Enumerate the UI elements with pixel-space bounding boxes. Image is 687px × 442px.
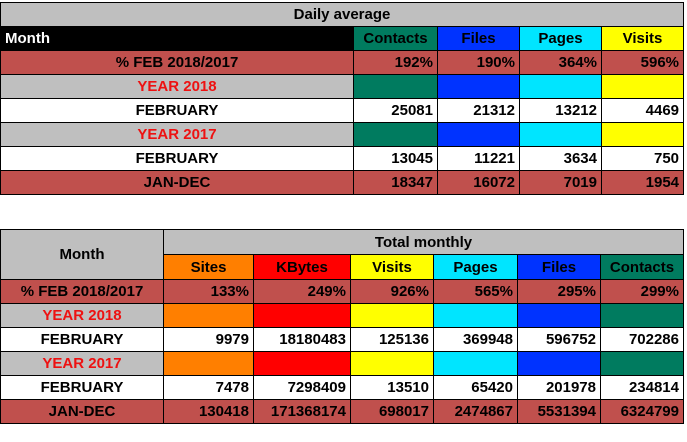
daily-jandec-label: JAN-DEC xyxy=(0,170,354,195)
daily-value-cell: 1954 xyxy=(600,170,685,195)
daily-value-cell: 7019 xyxy=(519,170,602,195)
daily-value-cell: 25081 xyxy=(353,98,438,123)
daily-year-2017-label: YEAR 2017 xyxy=(0,122,354,147)
monthly-value-cell: 7478 xyxy=(163,375,254,400)
daily-value-cell: 21312 xyxy=(437,98,520,123)
monthly-value-cell: 234814 xyxy=(600,375,684,400)
monthly-value-cell: 596752 xyxy=(517,327,601,352)
daily-value-cell: 750 xyxy=(600,146,685,171)
monthly-col-visits: Visits xyxy=(350,254,434,280)
monthly-col-files: Files xyxy=(517,254,601,280)
monthly-pct-cell: 133% xyxy=(163,279,254,304)
daily-pct-cell: 596% xyxy=(600,50,685,75)
monthly-value-cell: 125136 xyxy=(350,327,434,352)
daily-value-cell: 4469 xyxy=(600,98,685,123)
daily-color-swatch xyxy=(437,122,520,147)
daily-color-swatch xyxy=(353,74,438,99)
monthly-pct-label: % FEB 2018/2017 xyxy=(0,279,164,304)
monthly-pct-cell: 299% xyxy=(600,279,684,304)
daily-title: Daily average xyxy=(0,2,685,27)
monthly-feb-2018-label: FEBRUARY xyxy=(0,327,164,352)
monthly-color-swatch xyxy=(517,351,601,376)
monthly-color-swatch xyxy=(433,303,518,328)
daily-color-swatch xyxy=(600,122,685,147)
monthly-pct-cell: 565% xyxy=(433,279,518,304)
monthly-value-cell: 698017 xyxy=(350,399,434,424)
monthly-value-cell: 171368174 xyxy=(253,399,351,424)
daily-value-cell: 13045 xyxy=(353,146,438,171)
monthly-color-swatch xyxy=(253,351,351,376)
daily-col-files: Files xyxy=(437,26,520,51)
monthly-jandec-label: JAN-DEC xyxy=(0,399,164,424)
daily-color-swatch xyxy=(600,74,685,99)
monthly-value-cell: 18180483 xyxy=(253,327,351,352)
monthly-color-swatch xyxy=(600,351,684,376)
daily-color-swatch xyxy=(519,74,602,99)
monthly-col-pages: Pages xyxy=(433,254,518,280)
monthly-value-cell: 13510 xyxy=(350,375,434,400)
monthly-color-swatch xyxy=(163,303,254,328)
daily-col-pages: Pages xyxy=(519,26,602,51)
monthly-month-header: Month xyxy=(0,229,164,280)
monthly-value-cell: 6324799 xyxy=(600,399,684,424)
monthly-value-cell: 369948 xyxy=(433,327,518,352)
monthly-pct-cell: 295% xyxy=(517,279,601,304)
monthly-value-cell: 9979 xyxy=(163,327,254,352)
monthly-pct-cell: 926% xyxy=(350,279,434,304)
monthly-value-cell: 130418 xyxy=(163,399,254,424)
monthly-value-cell: 5531394 xyxy=(517,399,601,424)
monthly-value-cell: 7298409 xyxy=(253,375,351,400)
daily-feb-2017-label: FEBRUARY xyxy=(0,146,354,171)
monthly-color-swatch xyxy=(253,303,351,328)
daily-value-cell: 11221 xyxy=(437,146,520,171)
daily-pct-label: % FEB 2018/2017 xyxy=(0,50,354,75)
monthly-color-swatch xyxy=(600,303,684,328)
monthly-value-cell: 702286 xyxy=(600,327,684,352)
daily-color-swatch xyxy=(519,122,602,147)
monthly-color-swatch xyxy=(163,351,254,376)
daily-value-cell: 18347 xyxy=(353,170,438,195)
total-monthly-table: Month Total monthly Sites KBytes Visits … xyxy=(0,229,684,424)
daily-col-contacts: Contacts xyxy=(353,26,438,51)
monthly-col-kbytes: KBytes xyxy=(253,254,351,280)
daily-value-cell: 13212 xyxy=(519,98,602,123)
monthly-title: Total monthly xyxy=(163,229,684,255)
daily-year-2018-label: YEAR 2018 xyxy=(0,74,354,99)
daily-color-swatch xyxy=(437,74,520,99)
monthly-value-cell: 201978 xyxy=(517,375,601,400)
daily-value-cell: 3634 xyxy=(519,146,602,171)
daily-col-visits: Visits xyxy=(600,26,685,51)
monthly-year-2017-label: YEAR 2017 xyxy=(0,351,164,376)
daily-feb-2018-label: FEBRUARY xyxy=(0,98,354,123)
monthly-pct-cell: 249% xyxy=(253,279,351,304)
daily-month-header: Month xyxy=(0,26,354,51)
daily-pct-cell: 192% xyxy=(353,50,438,75)
monthly-value-cell: 65420 xyxy=(433,375,518,400)
daily-average-table: Daily average Month Contacts Files Pages… xyxy=(0,2,685,195)
daily-pct-cell: 364% xyxy=(519,50,602,75)
daily-color-swatch xyxy=(353,122,438,147)
monthly-color-swatch xyxy=(517,303,601,328)
monthly-color-swatch xyxy=(433,351,518,376)
monthly-col-sites: Sites xyxy=(163,254,254,280)
monthly-feb-2017-label: FEBRUARY xyxy=(0,375,164,400)
monthly-year-2018-label: YEAR 2018 xyxy=(0,303,164,328)
monthly-color-swatch xyxy=(350,351,434,376)
monthly-col-contacts: Contacts xyxy=(600,254,684,280)
monthly-value-cell: 2474867 xyxy=(433,399,518,424)
daily-value-cell: 16072 xyxy=(437,170,520,195)
daily-pct-cell: 190% xyxy=(437,50,520,75)
monthly-color-swatch xyxy=(350,303,434,328)
